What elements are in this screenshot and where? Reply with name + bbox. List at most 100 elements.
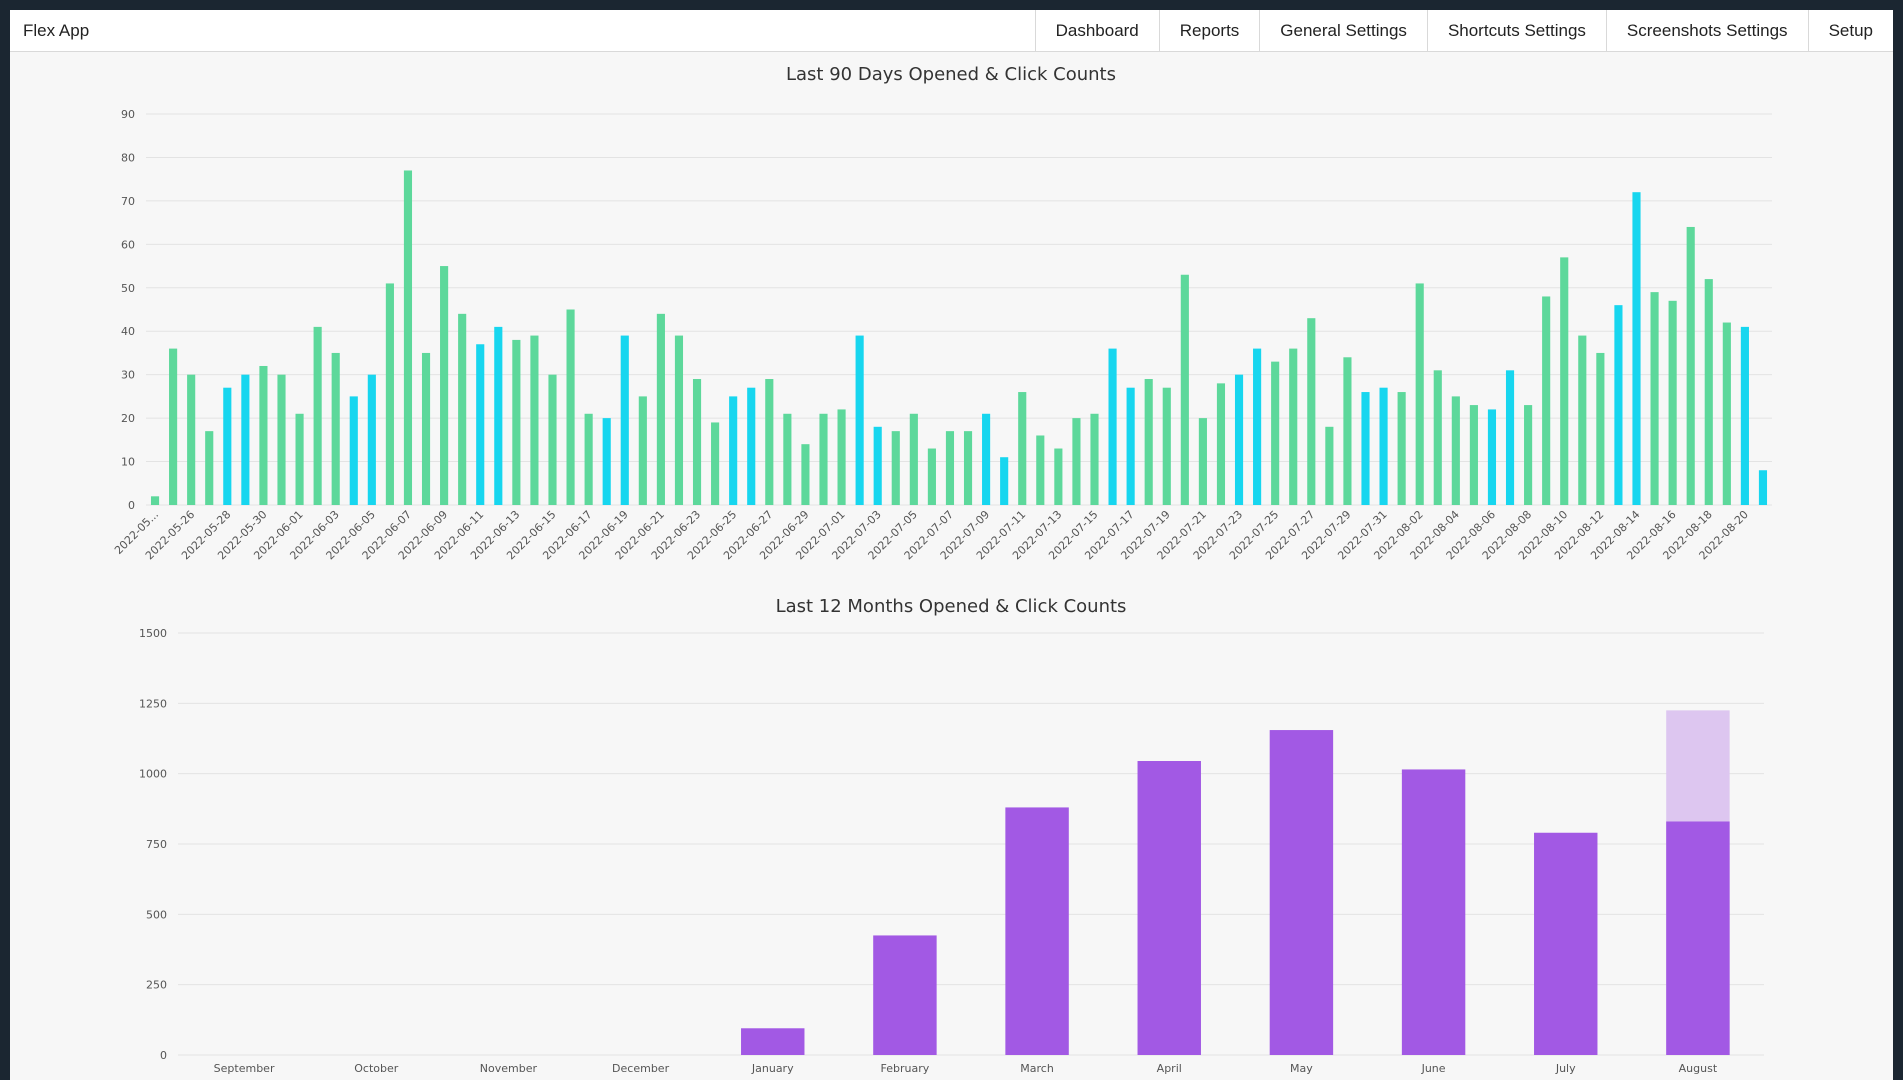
nav-dashboard[interactable]: Dashboard: [1034, 10, 1159, 51]
daily-bar: [1614, 305, 1623, 505]
daily-bar: [150, 496, 160, 505]
daily-bar: [1361, 392, 1370, 505]
monthly-bar: [1269, 730, 1334, 1055]
daily-bar: [313, 326, 322, 505]
daily-bar: [584, 413, 593, 505]
daily-bar: [458, 313, 467, 505]
daily-bar: [1126, 387, 1135, 505]
daily-bar: [747, 387, 756, 505]
daily-bar: [512, 339, 521, 505]
daily-bar: [891, 431, 900, 505]
monthly-bar: [1401, 769, 1466, 1055]
daily-bar: [1271, 361, 1280, 505]
daily-bar: [855, 335, 864, 505]
monthly-bar: [1005, 807, 1069, 1055]
app-window: Flex App Dashboard Reports General Setti…: [10, 10, 1893, 1080]
daily-bar: [403, 170, 413, 505]
daily-bar: [1198, 418, 1207, 505]
monthly-bar: [873, 935, 937, 1055]
daily-bar: [656, 313, 665, 505]
daily-bar: [1000, 457, 1009, 505]
daily-bar: [295, 413, 304, 505]
daily-bar: [241, 374, 250, 505]
daily-bar: [1162, 387, 1171, 505]
daily-bar: [494, 326, 503, 505]
daily-bar: [1686, 226, 1695, 505]
daily-y-tick: 90: [121, 108, 135, 121]
daily-bar: [349, 396, 358, 505]
daily-chart-svg: Last 90 Days Opened & Click Counts 0 10 20 3…: [112, 64, 1772, 562]
daily-chart: Last 90 Days Opened & Click Counts 0 10 20 3…: [10, 52, 1893, 580]
daily-y-tick: 30: [121, 369, 135, 382]
daily-bar: [927, 448, 936, 505]
daily-bar: [440, 266, 449, 505]
daily-bar: [1542, 296, 1551, 505]
monthly-chart-title: Last 12 Months Opened & Click Counts: [776, 596, 1127, 617]
monthly-x-tick: September: [214, 1062, 275, 1075]
monthly-x-tick: December: [612, 1062, 670, 1075]
daily-bar: [1740, 326, 1749, 505]
daily-y-tick: 70: [121, 195, 135, 208]
daily-bar: [1253, 348, 1262, 505]
daily-bar: [1524, 405, 1533, 505]
monthly-y-tick: 750: [146, 838, 167, 851]
daily-bar: [1216, 383, 1226, 505]
daily-bar: [692, 379, 702, 505]
daily-bar: [674, 335, 684, 505]
monthly-y-tick: 500: [146, 908, 167, 921]
daily-bar: [331, 352, 340, 505]
app-title[interactable]: Flex App: [23, 21, 90, 40]
daily-bar: [1379, 387, 1388, 505]
nav-general-settings[interactable]: General Settings: [1259, 10, 1427, 51]
daily-bar: [1650, 292, 1659, 505]
daily-bar: [1234, 374, 1244, 505]
nav-shortcuts-settings[interactable]: Shortcuts Settings: [1426, 10, 1606, 51]
top-navbar: Flex App Dashboard Reports General Setti…: [10, 10, 1893, 52]
daily-bar: [819, 413, 828, 505]
daily-bar: [729, 396, 738, 505]
daily-bar: [367, 374, 376, 505]
daily-bar: [1704, 279, 1713, 505]
daily-bar: [277, 374, 286, 505]
daily-bar: [1090, 413, 1099, 505]
monthly-chart-svg: Last 12 Months Opened & Click Counts 0 250…: [139, 596, 1764, 1075]
nav-screenshots-settings[interactable]: Screenshots Settings: [1605, 10, 1808, 51]
nav-setup[interactable]: Setup: [1807, 10, 1893, 51]
daily-y-tick: 80: [121, 151, 135, 164]
monthly-x-tick: October: [354, 1062, 398, 1075]
daily-bar: [1668, 300, 1677, 505]
monthly-y-tick: 250: [146, 979, 167, 992]
daily-bar: [1036, 435, 1045, 505]
daily-bar: [783, 413, 792, 505]
daily-bar: [566, 309, 575, 505]
daily-bar: [530, 335, 539, 505]
daily-bar: [421, 352, 431, 505]
monthly-x-tick: May: [1290, 1062, 1313, 1075]
monthly-y-tick: 1250: [139, 697, 167, 710]
monthly-bar: [1534, 832, 1598, 1055]
daily-bar: [476, 344, 485, 505]
daily-bar: [1722, 322, 1731, 505]
daily-y-tick: 10: [121, 456, 135, 469]
daily-bar: [1343, 357, 1352, 505]
monthly-bar: [1666, 821, 1730, 1055]
monthly-chart: Last 12 Months Opened & Click Counts 0 250…: [10, 580, 1893, 1080]
nav-reports[interactable]: Reports: [1158, 10, 1260, 51]
daily-bar: [1415, 283, 1424, 505]
daily-bar: [385, 283, 394, 505]
monthly-y-tick: 1500: [139, 627, 167, 640]
daily-bar: [1505, 370, 1515, 505]
daily-bar: [837, 409, 846, 505]
daily-bar: [1018, 392, 1027, 505]
monthly-x-tick: April: [1157, 1062, 1182, 1075]
daily-bar: [1144, 379, 1153, 505]
monthly-bar: [1137, 761, 1201, 1055]
daily-bar: [982, 413, 991, 505]
daily-bar: [620, 335, 629, 505]
daily-bar: [1108, 348, 1117, 505]
monthly-y-tick: 1000: [139, 768, 167, 781]
daily-chart-title: Last 90 Days Opened & Click Counts: [786, 64, 1116, 85]
daily-y-tick: 50: [121, 282, 135, 295]
daily-y-tick: 60: [121, 238, 135, 251]
daily-bar: [1307, 318, 1316, 505]
